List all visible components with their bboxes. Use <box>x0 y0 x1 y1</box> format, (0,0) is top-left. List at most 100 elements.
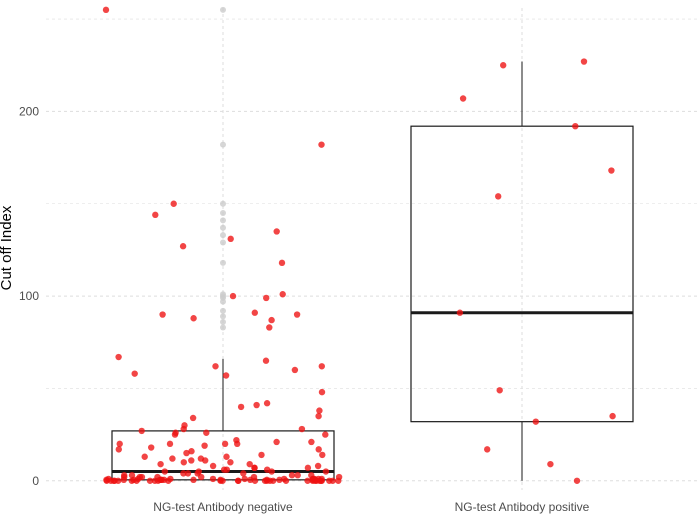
data-point <box>317 477 325 484</box>
data-point <box>146 477 154 484</box>
data-point <box>222 372 230 379</box>
data-point <box>258 451 265 459</box>
data-point <box>180 459 187 466</box>
data-point <box>183 449 190 457</box>
data-point <box>294 472 301 479</box>
data-point <box>609 412 616 420</box>
y-tick-labels: 0 100 200 <box>19 104 39 487</box>
data-point <box>326 477 333 484</box>
data-point <box>203 429 210 436</box>
data-point <box>456 309 464 316</box>
data-point <box>496 387 503 394</box>
data-point <box>278 259 286 267</box>
data-point <box>116 440 123 448</box>
outlier-point <box>220 200 226 207</box>
x-tick-label: NG-test Antibody positive <box>455 500 590 514</box>
grid-lines <box>46 8 700 490</box>
data-point <box>276 476 283 484</box>
data-point <box>288 472 296 479</box>
data-point <box>166 440 174 448</box>
data-point <box>268 468 275 475</box>
data-point <box>246 460 253 468</box>
data-point <box>128 477 135 484</box>
outlier-point <box>220 313 226 320</box>
x-tick-label: NG-test Antibody negative <box>153 500 293 514</box>
data-point <box>227 235 234 243</box>
data-point <box>573 477 581 484</box>
data-point <box>314 462 322 470</box>
data-point <box>161 468 168 475</box>
outlier-point <box>220 209 226 216</box>
data-point <box>251 477 259 484</box>
outlier-point <box>220 141 226 148</box>
data-point <box>269 477 277 484</box>
data-point <box>580 58 588 65</box>
data-point <box>335 477 342 484</box>
data-point <box>282 477 290 484</box>
data-point <box>157 460 164 468</box>
data-point <box>170 200 177 207</box>
data-point <box>263 294 270 302</box>
data-point <box>532 418 539 425</box>
outlier-point <box>220 324 226 331</box>
data-point <box>188 457 195 464</box>
outlier-point <box>220 6 226 13</box>
data-point <box>293 311 301 318</box>
data-point <box>138 427 145 435</box>
data-point <box>227 459 234 466</box>
data-point <box>315 446 322 453</box>
data-point <box>198 473 205 481</box>
data-point <box>308 438 315 446</box>
data-point <box>221 440 229 448</box>
data-point <box>263 400 271 407</box>
y-tick-label: 0 <box>32 474 39 488</box>
data-point <box>115 446 123 453</box>
data-point <box>151 477 159 484</box>
data-point <box>251 309 258 316</box>
data-point <box>188 448 195 455</box>
data-point <box>179 243 187 250</box>
data-point <box>120 476 128 484</box>
data-point <box>223 453 230 460</box>
outlier-point <box>220 307 226 314</box>
data-point <box>131 370 138 377</box>
y-tick-label: 100 <box>19 289 39 303</box>
data-point <box>251 464 258 472</box>
data-point <box>279 291 286 298</box>
outlier-points <box>220 6 226 331</box>
data-point <box>237 403 245 411</box>
data-point <box>209 462 217 470</box>
data-point <box>133 477 140 484</box>
data-point <box>495 193 502 200</box>
data-point <box>241 475 248 483</box>
data-point <box>273 228 280 235</box>
data-point <box>152 211 159 219</box>
data-point <box>304 477 311 484</box>
data-point <box>322 431 329 438</box>
data-point <box>273 438 280 446</box>
jitter-points <box>102 6 616 484</box>
data-point <box>315 412 322 420</box>
outlier-point <box>220 224 226 231</box>
data-point <box>319 451 326 459</box>
data-point <box>240 470 247 477</box>
x-tick-labels: NG-test Antibody negative NG-test Antibod… <box>153 500 589 514</box>
outlier-point <box>220 259 226 266</box>
data-point <box>298 425 306 433</box>
data-point <box>266 324 273 331</box>
outlier-point <box>220 217 226 224</box>
data-point <box>180 425 187 433</box>
box-iqr <box>410 125 634 423</box>
data-point <box>148 444 155 451</box>
data-point <box>171 431 179 438</box>
data-point <box>309 477 316 484</box>
data-point <box>263 477 271 484</box>
data-point <box>608 167 615 174</box>
data-point <box>234 440 241 448</box>
data-point <box>159 311 166 318</box>
data-point <box>253 401 260 409</box>
data-point <box>111 477 118 484</box>
y-axis-title: Cut off Index <box>0 205 15 290</box>
data-point <box>115 353 122 361</box>
